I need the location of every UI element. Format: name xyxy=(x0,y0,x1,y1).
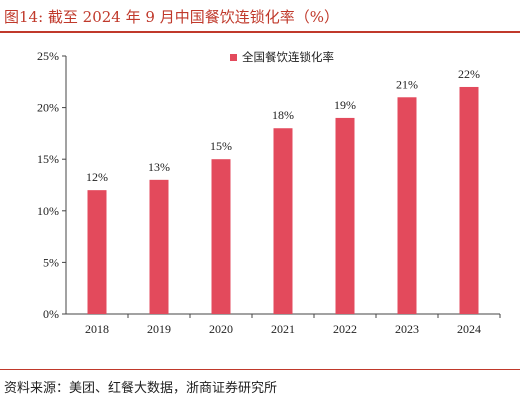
x-tick-label-2018: 2018 xyxy=(85,322,109,336)
y-tick-label: 10% xyxy=(37,204,59,218)
x-tick-label-2022: 2022 xyxy=(333,322,357,336)
x-tick-label-2024: 2024 xyxy=(457,322,481,336)
legend-swatch xyxy=(230,54,237,61)
x-tick-label-2023: 2023 xyxy=(395,322,419,336)
bar-2018 xyxy=(87,190,107,314)
chart-area: 0% 5% 10% 15% 20% 25% 12% 2018 13% 2019 15% 2020 18%… xyxy=(0,36,520,366)
bar-chart: 0% 5% 10% 15% 20% 25% 12% 2018 13% 2019 15% 2020 18%… xyxy=(37,49,501,336)
y-tick-label: 15% xyxy=(37,152,59,166)
data-label-2023: 21% xyxy=(396,77,418,91)
data-label-2019: 13% xyxy=(148,160,170,174)
data-label-2020: 15% xyxy=(210,139,232,153)
y-tick-label: 25% xyxy=(37,49,59,63)
y-tick-label: 20% xyxy=(37,101,59,115)
source-divider xyxy=(0,369,520,370)
x-tick-label-2020: 2020 xyxy=(209,322,233,336)
source-note: 资料来源：美团、红餐大数据，浙商证券研究所 xyxy=(4,381,278,396)
data-label-2018: 12% xyxy=(86,170,108,184)
bar-2019 xyxy=(149,179,169,314)
data-label-2024: 22% xyxy=(458,67,480,81)
x-tick-label-2019: 2019 xyxy=(147,322,171,336)
bar-2022 xyxy=(335,117,355,314)
bar-2023 xyxy=(397,97,417,314)
title-divider xyxy=(0,31,520,33)
bar-2020 xyxy=(211,159,231,314)
bar-2024 xyxy=(459,86,479,315)
y-tick-label: 5% xyxy=(43,255,59,269)
bar-2021 xyxy=(273,128,293,314)
figure-title-bar: 图14: 截至 2024 年 9 月中国餐饮连锁化率（%） xyxy=(0,0,520,34)
y-tick-label: 0% xyxy=(43,307,59,321)
legend-label: 全国餐饮连锁化率 xyxy=(242,50,334,64)
x-tick-label-2021: 2021 xyxy=(271,322,295,336)
figure-title: 图14: 截至 2024 年 9 月中国餐饮连锁化率（%） xyxy=(4,8,339,26)
data-label-2022: 19% xyxy=(334,98,356,112)
data-label-2021: 18% xyxy=(272,108,294,122)
